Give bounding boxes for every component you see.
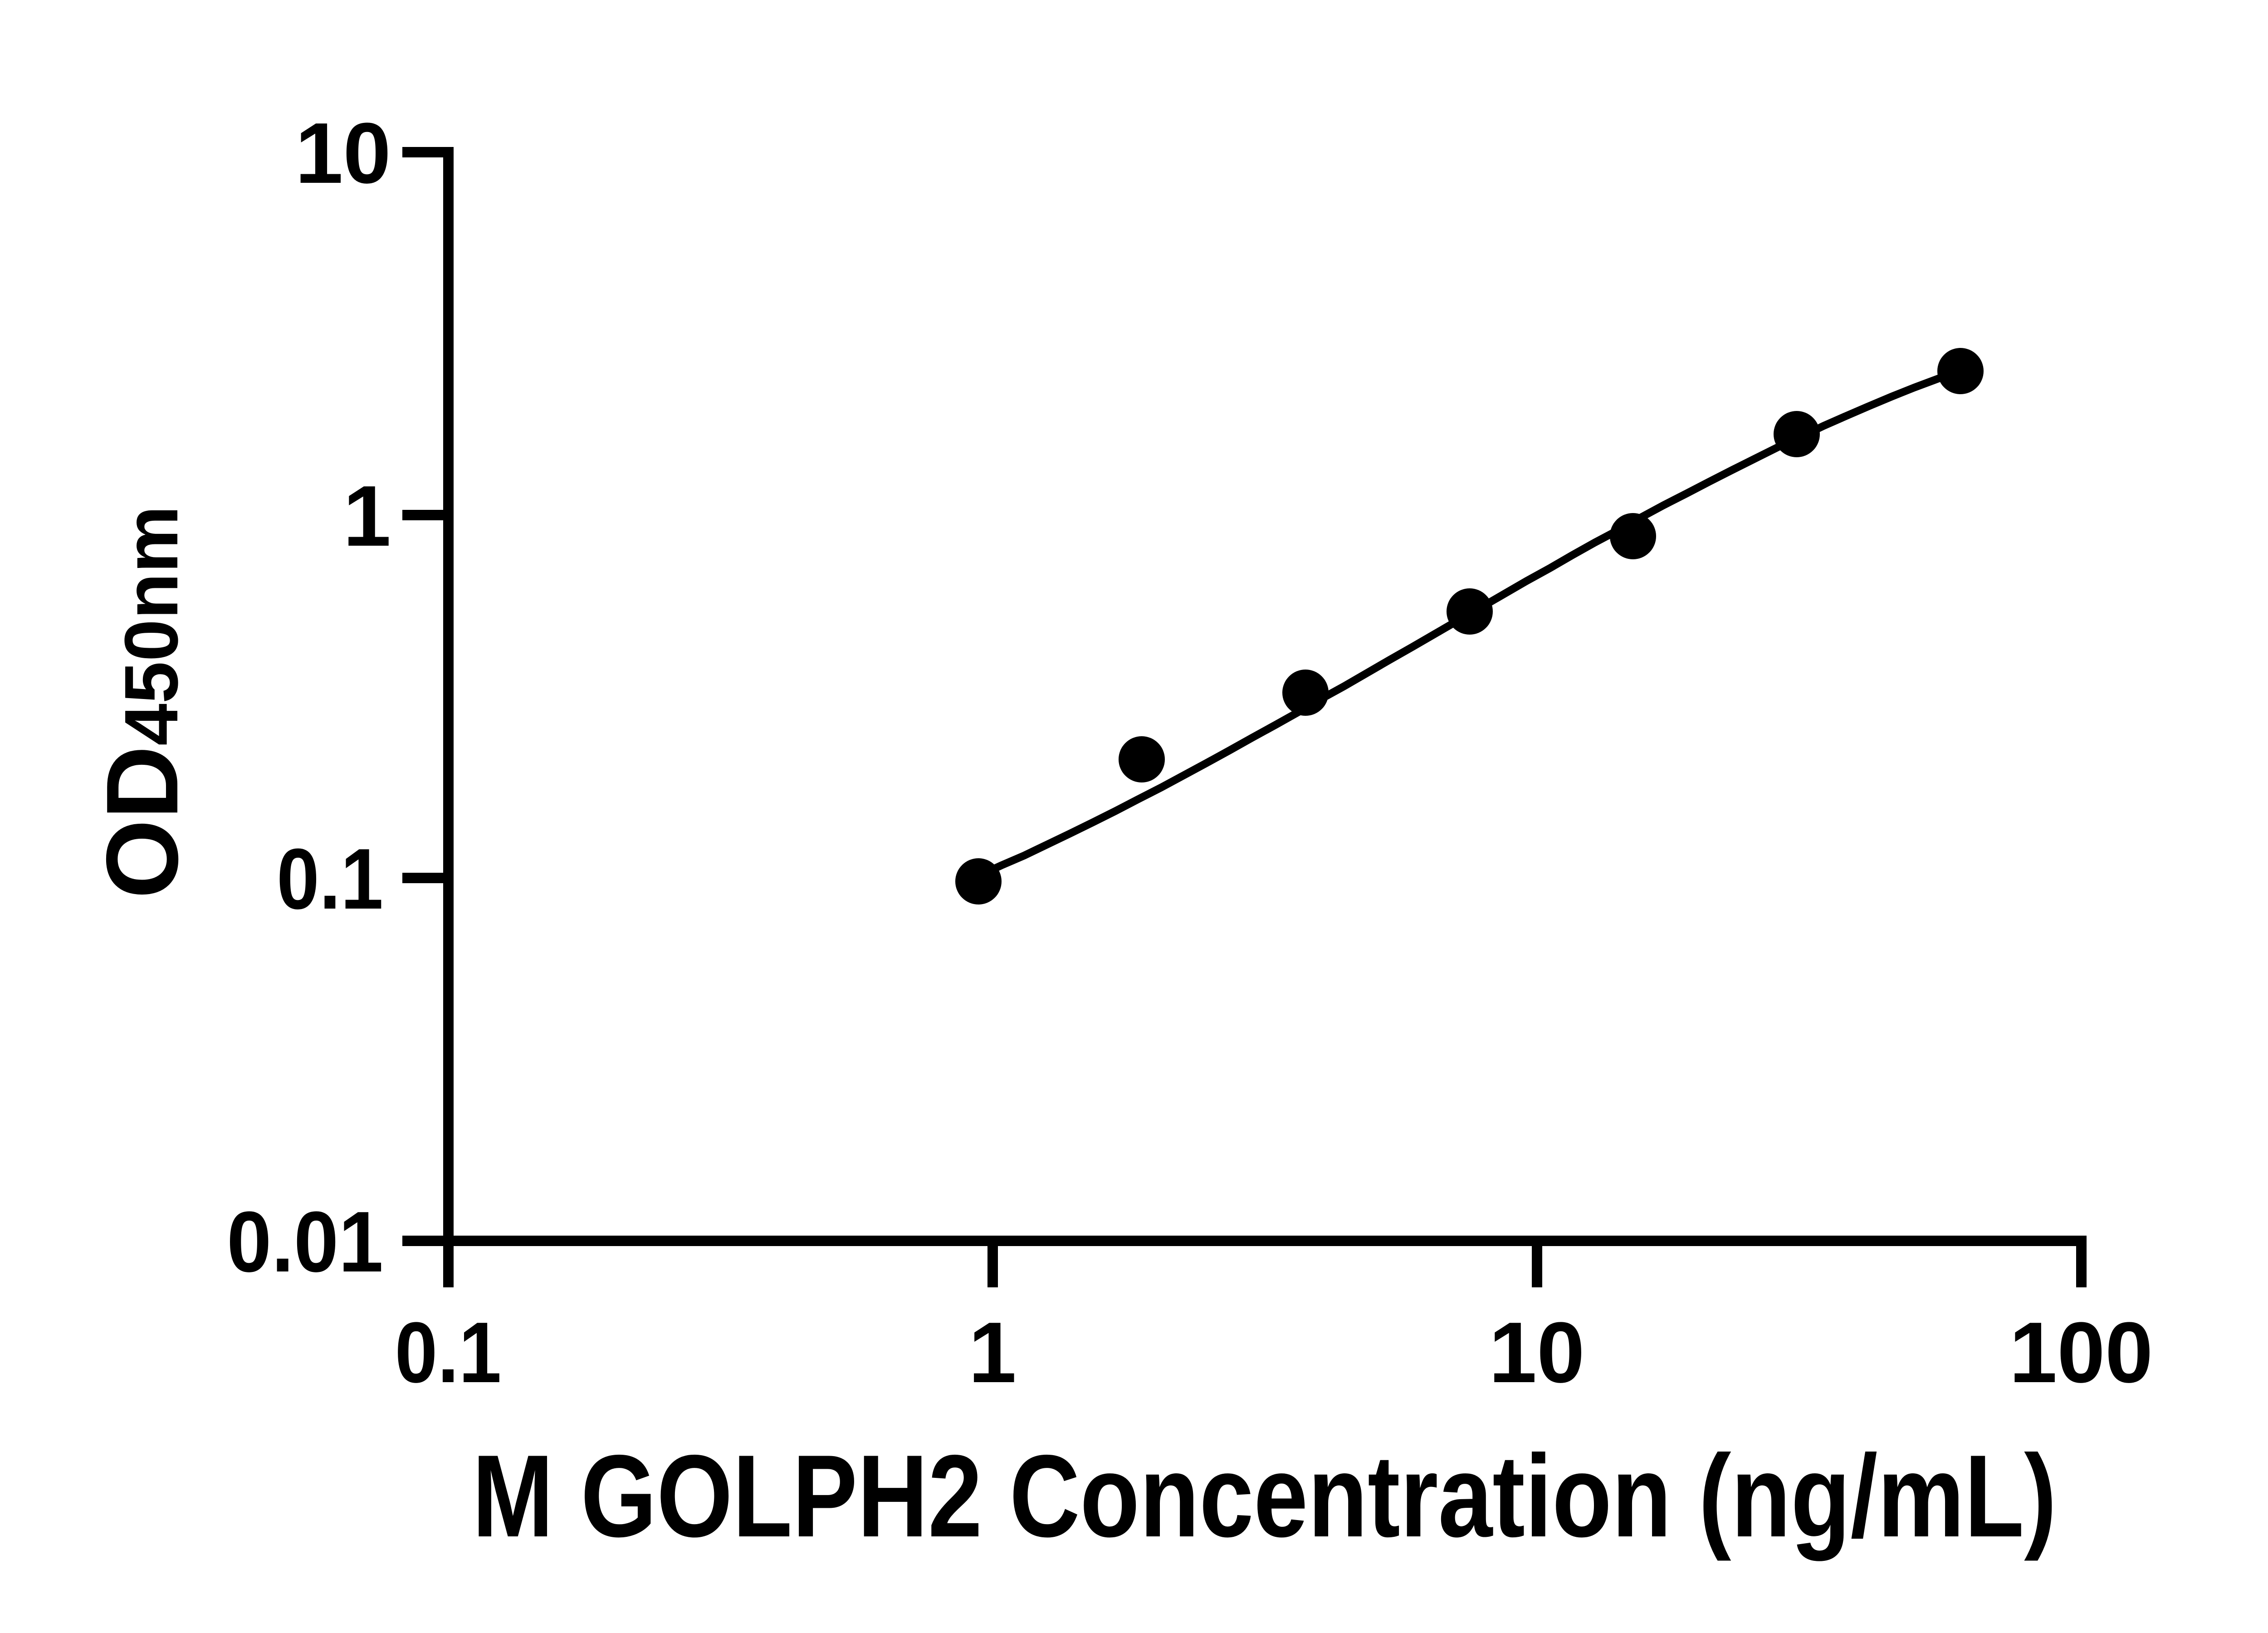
svg-text:1: 1 [343, 468, 391, 564]
svg-text:0.1: 0.1 [277, 831, 383, 927]
svg-text:100: 100 [2009, 1305, 2153, 1401]
svg-text:OD450nm: OD450nm [85, 506, 199, 899]
svg-text:M GOLPH2 Concentration (ng/mL): M GOLPH2 Concentration (ng/mL) [472, 1430, 2057, 1562]
svg-text:10: 10 [1489, 1305, 1584, 1401]
svg-text:1: 1 [968, 1305, 1017, 1401]
svg-text:0.1: 0.1 [395, 1305, 502, 1401]
svg-text:0.01: 0.01 [227, 1194, 383, 1290]
svg-text:10: 10 [295, 105, 391, 201]
